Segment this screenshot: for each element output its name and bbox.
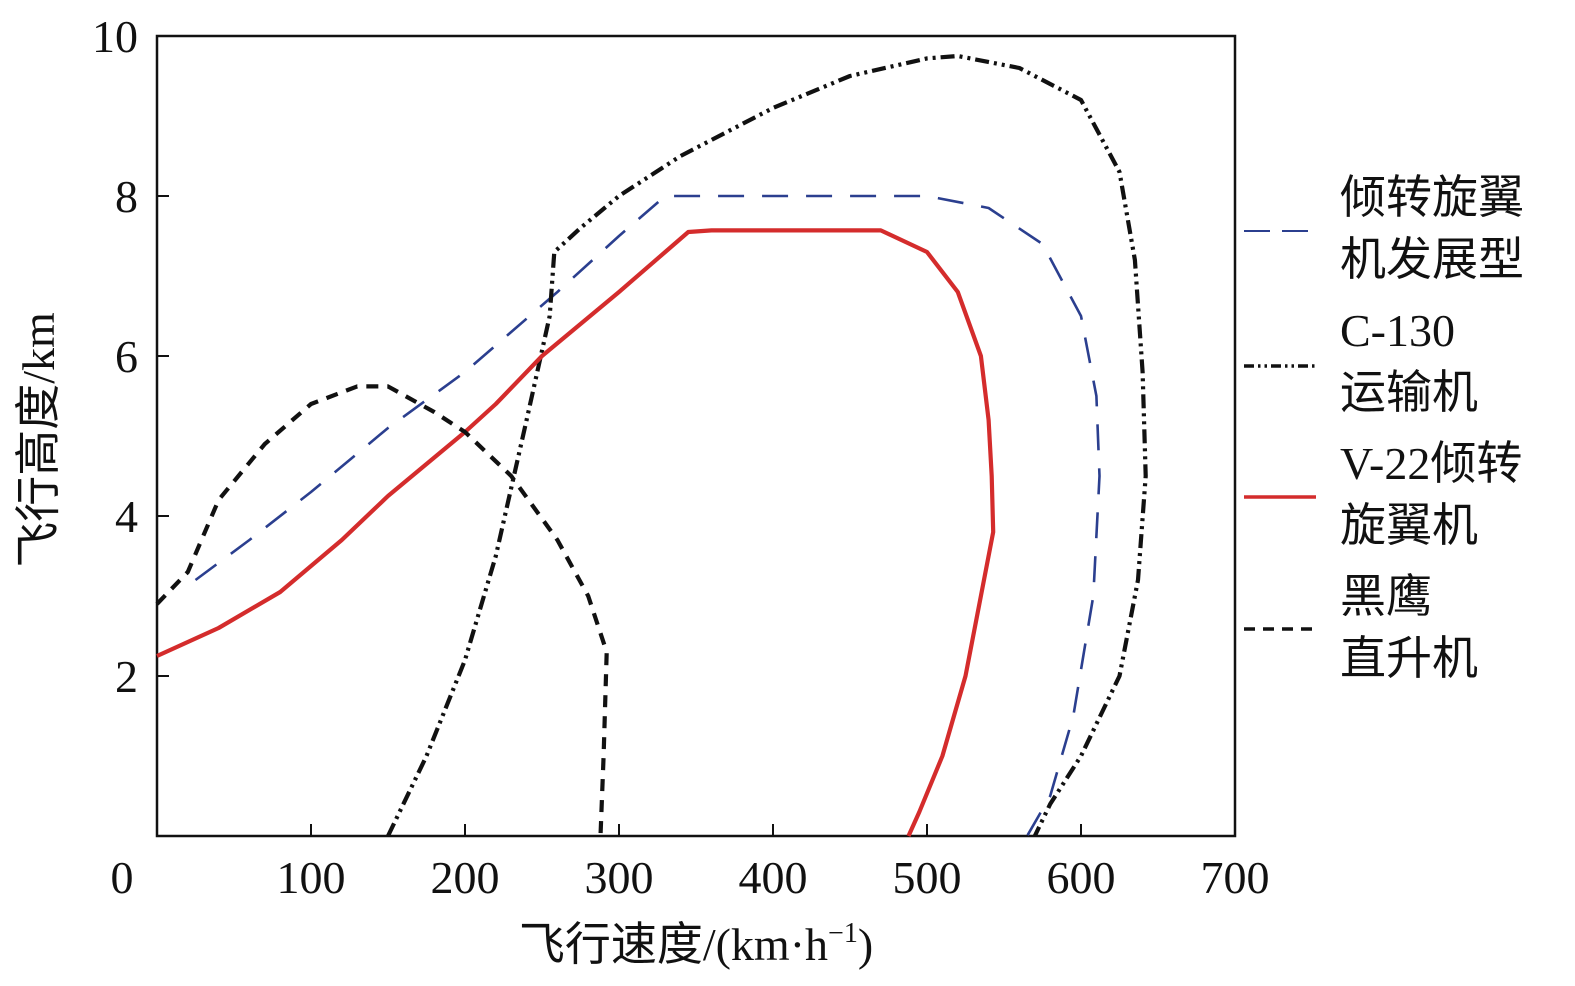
y-tick-label: 2 xyxy=(115,651,138,702)
legend-label-1-line-1: 倾转旋翼 xyxy=(1340,172,1524,223)
series-line-2 xyxy=(386,53,1148,837)
series-line-1 xyxy=(194,194,1101,837)
series-line-4 xyxy=(155,384,609,837)
x-axis-title: 飞行速度/(km·h−1) xyxy=(519,918,873,970)
legend-label-4-line-2: 直升机 xyxy=(1340,633,1478,684)
x-tick-label: 100 xyxy=(277,852,346,903)
y-tick-label: 8 xyxy=(115,171,138,222)
legend-label-1-line-2: 机发展型 xyxy=(1340,234,1524,285)
x-tick-label: 200 xyxy=(431,852,500,903)
x-tick-label: 300 xyxy=(585,852,654,903)
y-tick-label: 6 xyxy=(115,331,138,382)
series-line-3 xyxy=(156,228,996,837)
x-tick-label: 700 xyxy=(1201,852,1270,903)
series-layer xyxy=(155,53,1148,837)
legend-label-2-line-1: C-130 xyxy=(1340,305,1455,356)
legend-label-2-line-2: 运输机 xyxy=(1340,367,1478,418)
x-tick-label: 500 xyxy=(893,852,962,903)
legend-label-4-line-1: 黑鹰 xyxy=(1340,571,1432,622)
y-axis-title: 飞行高度/km xyxy=(13,312,64,568)
y-tick-label: 10 xyxy=(92,11,138,62)
x-tick-label: 400 xyxy=(739,852,808,903)
x-tick-label: 600 xyxy=(1047,852,1116,903)
y-tick-label: 4 xyxy=(115,491,138,542)
legend-label-3-line-2: 旋翼机 xyxy=(1340,500,1478,551)
legend-label-3-line-1: V-22倾转 xyxy=(1340,438,1522,489)
axis-ticks: 0 100 200 300 400 500 600 700 2 4 6 8 10 xyxy=(92,11,1270,903)
x-tick-label: 0 xyxy=(111,852,134,903)
plot-area-frame xyxy=(155,34,1237,838)
